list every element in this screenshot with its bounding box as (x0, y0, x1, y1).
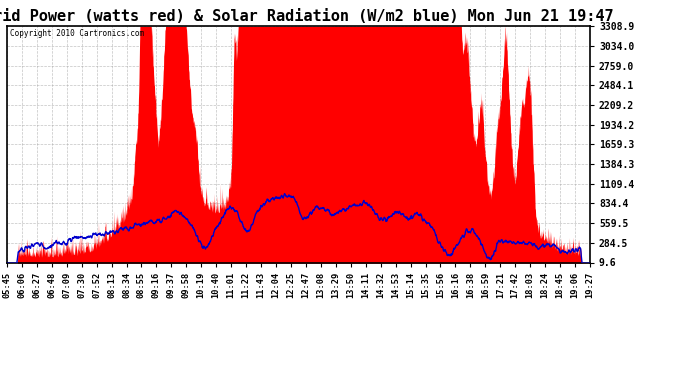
Title: Grid Power (watts red) & Solar Radiation (W/m2 blue) Mon Jun 21 19:47: Grid Power (watts red) & Solar Radiation… (0, 9, 613, 24)
Text: Copyright 2010 Cartronics.com: Copyright 2010 Cartronics.com (10, 28, 144, 38)
